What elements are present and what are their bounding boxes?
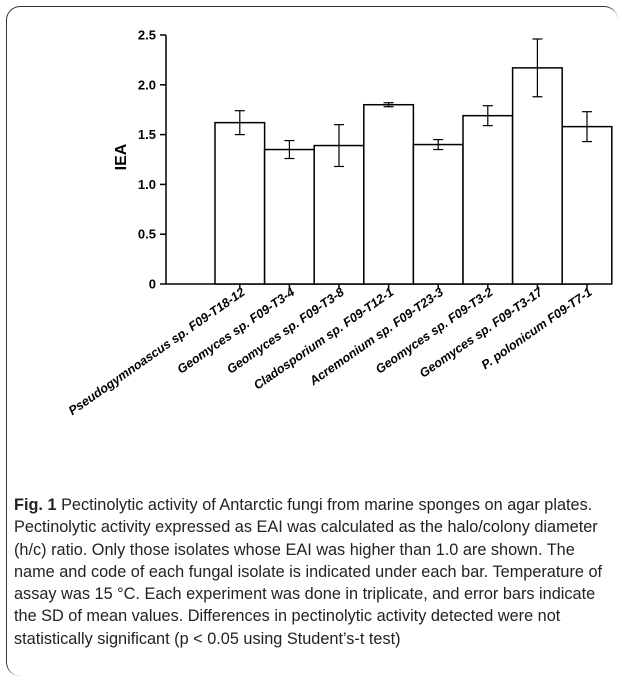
bar-chart: 0 0.5 1.0 1.5 2.0 2.5 Pseudogymnoascus sp. F0… (66, 28, 613, 418)
bar (363, 103, 415, 285)
chart-svg: 0 0.5 1.0 1.5 2.0 2.5 Pseudogymnoascus sp. F0… (66, 28, 613, 418)
figure-caption: Fig. 1 Pectinolytic activity of Antarcti… (14, 494, 614, 650)
bar (214, 121, 266, 285)
bar (462, 114, 514, 285)
bar (263, 148, 315, 285)
bar (511, 67, 563, 285)
figure-frame (6, 6, 618, 676)
y-tick-label: 0 (149, 277, 156, 292)
bar (412, 143, 464, 285)
caption-label: Fig. 1 (14, 496, 57, 514)
x-tick-label: Pseudogymnoascus sp. F09-T18-12 (66, 285, 248, 418)
y-tick-label: 1.5 (138, 127, 156, 142)
y-tick-label: 2.0 (138, 77, 156, 92)
y-tick-label: 1.0 (138, 177, 156, 192)
y-tick-label: 2.5 (138, 28, 156, 43)
bar (561, 125, 613, 285)
y-tick-label: 0.5 (138, 227, 156, 242)
caption-text: Pectinolytic activity of Antarctic fungi… (14, 496, 603, 648)
y-axis-label: IEA (113, 143, 130, 170)
